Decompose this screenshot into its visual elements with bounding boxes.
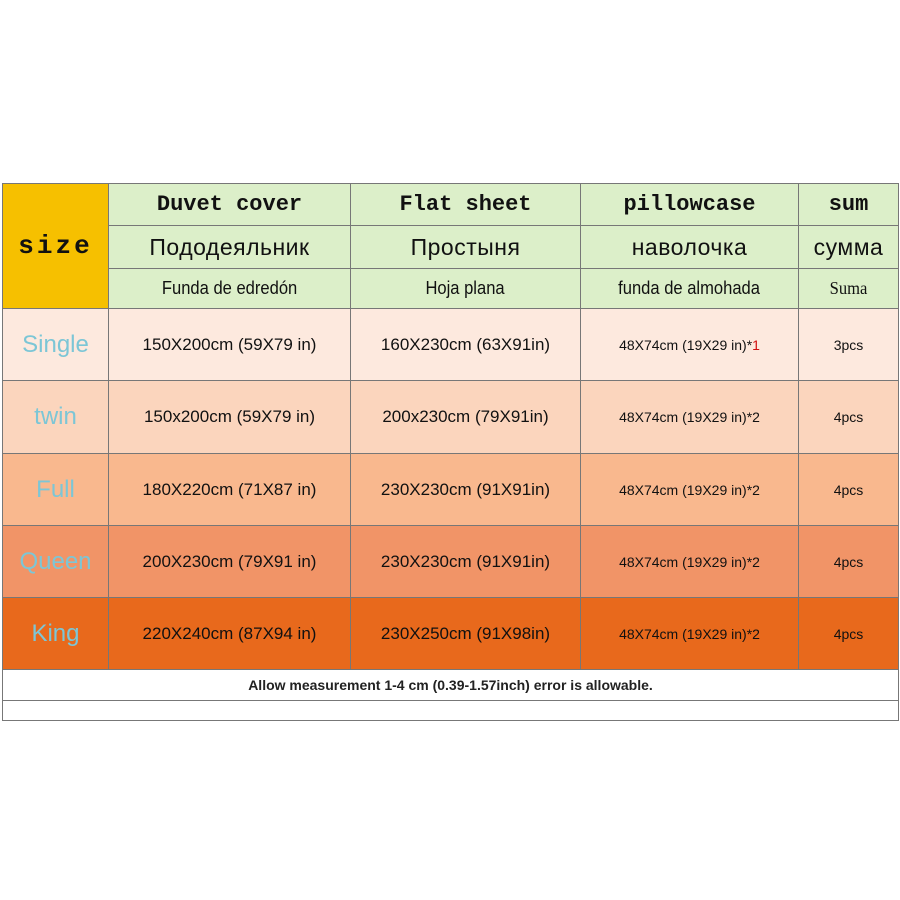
- header-text: сумма: [813, 233, 884, 260]
- flat-size: 230X250cm (91X98in): [350, 597, 581, 670]
- header-text: pillowcase: [623, 192, 756, 217]
- header-text: Пододеяльник: [149, 233, 310, 260]
- pillow-count: 1: [752, 336, 760, 353]
- header-text: sum: [828, 192, 869, 217]
- empty-row: [2, 700, 899, 721]
- set-sum: 4pcs: [798, 525, 899, 598]
- column-header: Hoja plana: [350, 268, 581, 309]
- header-text: Duvet cover: [156, 192, 303, 217]
- pillow-size: 48X74cm (19X29 in)* 2: [580, 525, 799, 598]
- header-text: Funda de edredón: [161, 278, 298, 298]
- column-header: Flat sheet: [350, 183, 581, 226]
- column-header: наволочка: [580, 225, 799, 269]
- duvet-size: 150X200cm (59X79 in): [108, 308, 351, 381]
- flat-size: 230X230cm (91X91in): [350, 525, 581, 598]
- column-header: Funda de edredón: [108, 268, 351, 309]
- header-text: Простыня: [410, 233, 521, 260]
- flat-size: 160X230cm (63X91in): [350, 308, 581, 381]
- duvet-size: 180X220cm (71X87 in): [108, 453, 351, 526]
- pillow-text: 48X74cm (19X29 in)*: [619, 409, 753, 425]
- column-header: Duvet cover: [108, 183, 351, 226]
- pillow-size: 48X74cm (19X29 in)* 2: [580, 380, 799, 454]
- size-label: Queen: [2, 525, 109, 598]
- pillow-count: 2: [752, 481, 760, 498]
- column-header: Пододеяльник: [108, 225, 351, 269]
- duvet-size: 200X230cm (79X91 in): [108, 525, 351, 598]
- pillow-count: 2: [752, 409, 760, 425]
- pillow-count: 2: [752, 553, 760, 570]
- flat-size: 200x230cm (79X91in): [350, 380, 581, 454]
- header-text: funda de almohada: [618, 278, 761, 298]
- size-label: Single: [2, 308, 109, 381]
- size-label: King: [2, 597, 109, 670]
- pillow-size: 48X74cm (19X29 in)* 2: [580, 597, 799, 670]
- pillow-count: 2: [752, 625, 760, 642]
- header-text: Flat sheet: [399, 192, 532, 217]
- set-sum: 4pcs: [798, 597, 899, 670]
- pillow-text: 48X74cm (19X29 in)*: [619, 625, 753, 642]
- size-label: Full: [2, 453, 109, 526]
- duvet-size: 220X240cm (87X94 in): [108, 597, 351, 670]
- pillow-text: 48X74cm (19X29 in)*: [619, 553, 753, 570]
- pillow-text: 48X74cm (19X29 in)*: [619, 336, 753, 353]
- column-header: pillowcase: [580, 183, 799, 226]
- column-header: Suma: [798, 268, 899, 309]
- column-header: сумма: [798, 225, 899, 269]
- footer-note: Allow measurement 1-4 cm (0.39-1.57inch)…: [2, 669, 899, 701]
- set-sum: 4pcs: [798, 453, 899, 526]
- flat-size: 230X230cm (91X91in): [350, 453, 581, 526]
- header-text: Suma: [829, 278, 868, 298]
- pillow-size: 48X74cm (19X29 in)* 2: [580, 453, 799, 526]
- column-header: Простыня: [350, 225, 581, 269]
- set-sum: 3pcs: [798, 308, 899, 381]
- column-header: funda de almohada: [580, 268, 799, 309]
- set-sum: 4pcs: [798, 380, 899, 454]
- size-label: twin: [2, 380, 109, 454]
- duvet-size: 150x200cm (59X79 in): [108, 380, 351, 454]
- header-text: Hoja plana: [425, 278, 506, 298]
- pillow-size: 48X74cm (19X29 in)* 1: [580, 308, 799, 381]
- header-text: наволочка: [631, 233, 748, 260]
- pillow-text: 48X74cm (19X29 in)*: [619, 481, 753, 498]
- size-header: size: [2, 183, 109, 309]
- column-header: sum: [798, 183, 899, 226]
